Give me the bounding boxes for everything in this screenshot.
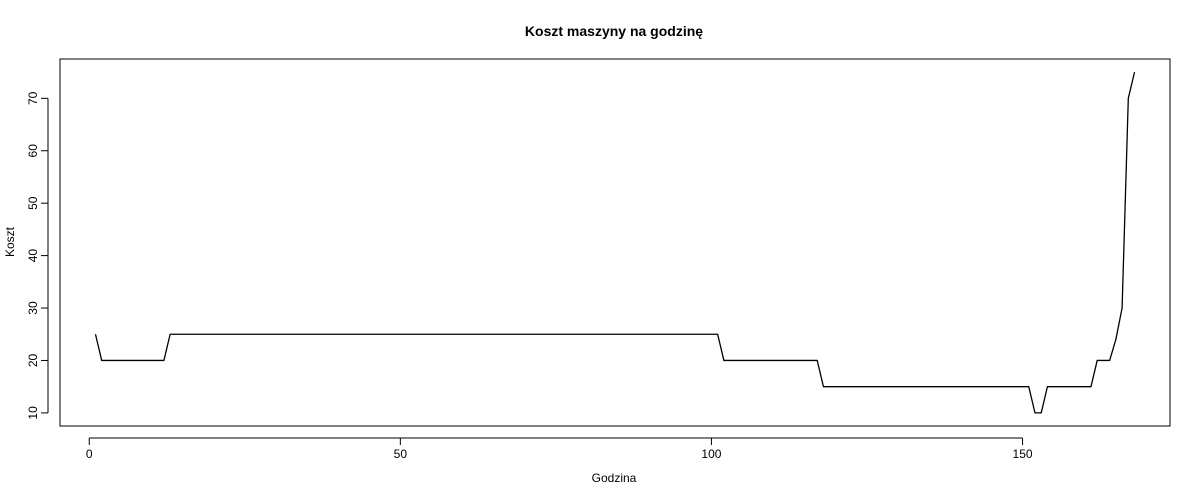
y-axis: 10 20 30 40 50 60 70 [26, 91, 49, 420]
x-tick-label: 150 [1013, 447, 1033, 461]
y-tick-label: 10 [26, 406, 40, 420]
y-tick-label: 20 [26, 353, 40, 367]
x-axis-label: Godzina [592, 471, 637, 485]
series-line [94, 71, 1136, 414]
y-tick-label: 70 [26, 91, 40, 105]
y-tick-label: 30 [26, 301, 40, 315]
y-tick-label: 60 [26, 144, 40, 158]
x-tick-label: 50 [394, 447, 408, 461]
y-axis-label: Koszt [3, 226, 17, 257]
plot-frame [59, 58, 1171, 427]
chart-title: Koszt maszyny na godzinę [525, 23, 703, 39]
x-tick-label: 100 [701, 447, 721, 461]
y-tick-label: 40 [26, 249, 40, 263]
x-tick-label: 0 [86, 447, 93, 461]
y-tick-label: 50 [26, 196, 40, 210]
x-axis: 0 50 100 150 [86, 437, 1033, 461]
